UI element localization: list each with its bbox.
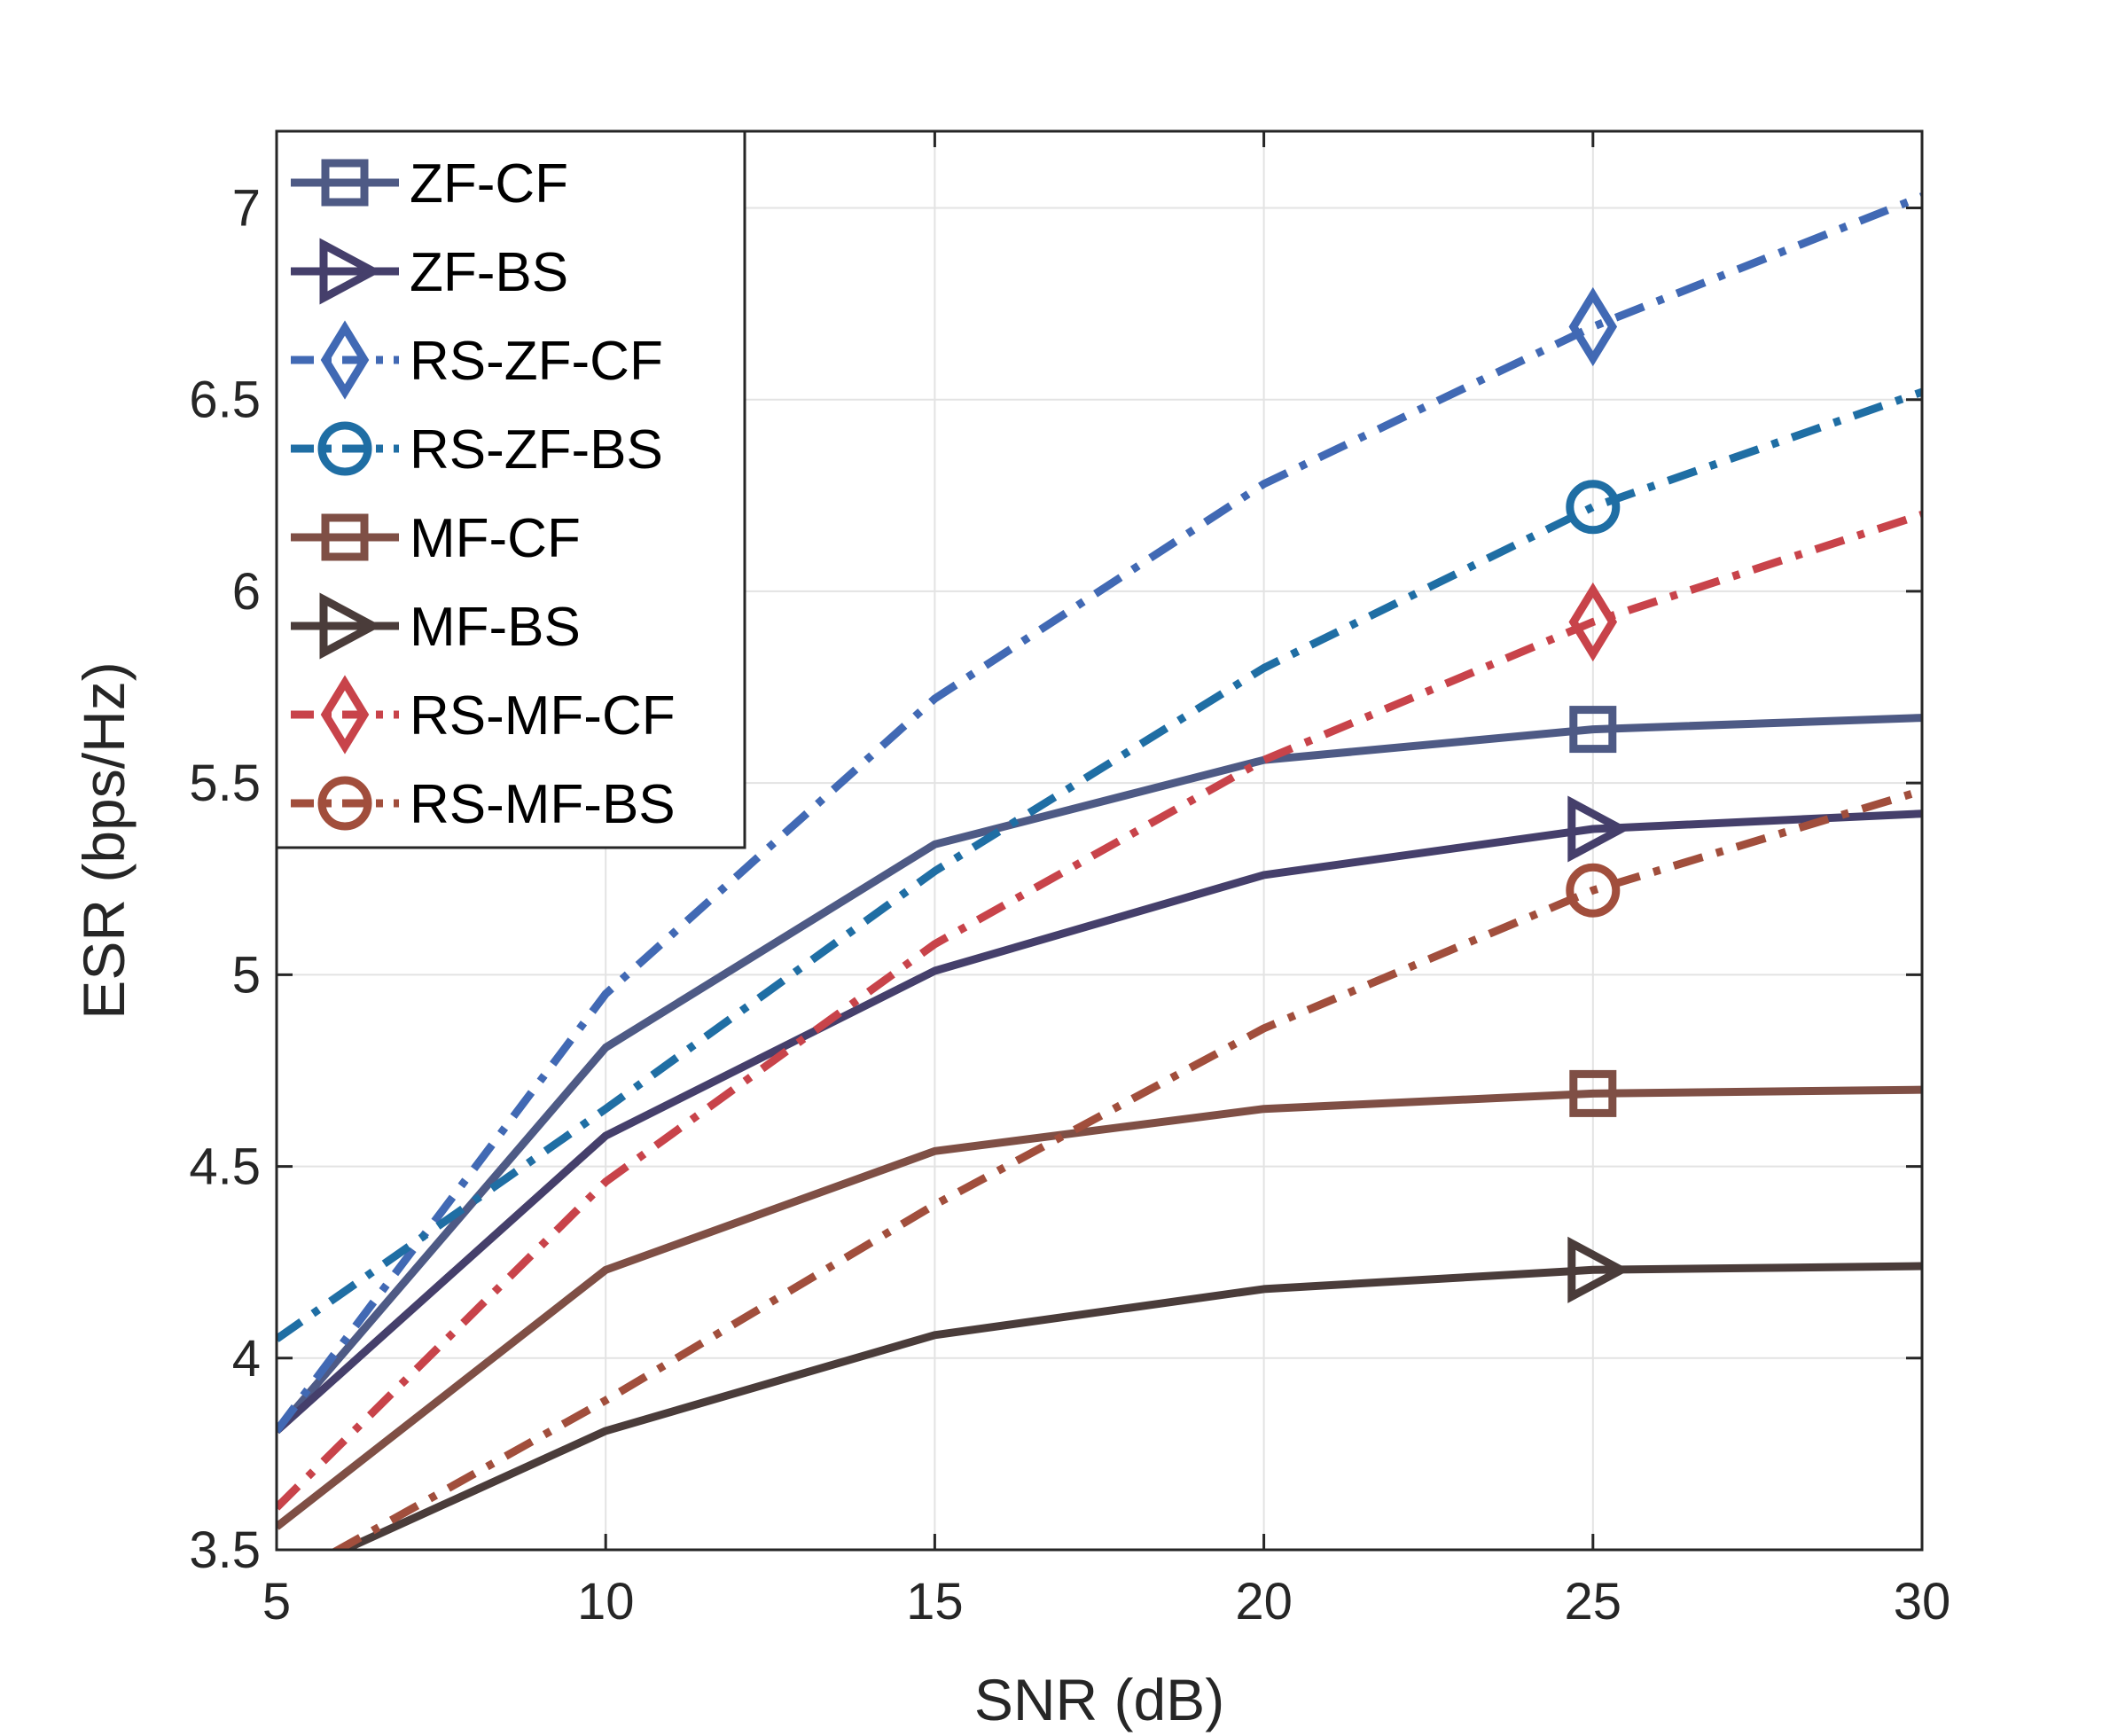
legend-item-rs-zf-cf: RS-ZF-CF: [291, 320, 663, 400]
legend-marker: [321, 159, 369, 207]
y-tick-label: 6: [232, 563, 261, 621]
series-line-rs-zf-bs: [277, 387, 1922, 1342]
legend-item-rs-mf-bs: RS-MF-BS: [291, 774, 676, 835]
legend-marker: [321, 513, 369, 561]
legend-marker: [319, 238, 382, 305]
legend-marker: [320, 675, 370, 755]
x-tick-label: 5: [262, 1573, 291, 1630]
marker-layer: [1566, 286, 1630, 1303]
series-line-rs-mf-bs: [330, 786, 1922, 1550]
legend-label: RS-ZF-BS: [410, 419, 663, 481]
legend-marker: [317, 421, 372, 476]
legend-item-rs-mf-cf: RS-MF-CF: [291, 675, 676, 755]
legend-label: RS-ZF-CF: [410, 331, 663, 392]
x-tick-label: 25: [1565, 1573, 1622, 1630]
series-marker-zf-bs: [1567, 795, 1630, 863]
legend: ZF-CF ZF-BS RS-ZF-CF RS-ZF-BS MF-CF MF-BS RS-M…: [275, 129, 746, 849]
legend-marker: [319, 592, 382, 660]
legend-label: MF-CF: [410, 508, 581, 569]
legend-label: MF-BS: [410, 597, 581, 658]
series-line-rs-zf-cf: [277, 192, 1922, 1434]
series-marker-rs-zf-bs: [1566, 480, 1621, 535]
series-line-zf-cf: [277, 714, 1922, 1434]
legend-marker: [317, 776, 372, 831]
y-tick-label: 5.5: [189, 755, 261, 812]
legend-label: ZF-CF: [410, 153, 568, 215]
series-marker-rs-zf-cf: [1568, 286, 1618, 367]
series-marker-rs-mf-cf: [1568, 582, 1618, 662]
legend-marker: [320, 320, 370, 400]
series-marker-rs-mf-bs: [1566, 863, 1621, 918]
legend-item-mf-cf: MF-CF: [291, 508, 581, 569]
axis-ticks: 5 10 15 20 25 30 3.5 4 4.5 5 5.5 6 6.5 7: [189, 131, 1950, 1630]
y-tick-label: 4: [232, 1330, 261, 1388]
series-marker-zf-cf: [1569, 706, 1617, 754]
series-line-zf-bs: [277, 809, 1922, 1435]
x-tick-label: 30: [1894, 1573, 1951, 1630]
series-marker-mf-bs: [1567, 1236, 1630, 1303]
series-line-rs-mf-cf: [277, 511, 1922, 1511]
x-axis-label: SNR (dB): [974, 1667, 1224, 1732]
series-line-mf-cf: [277, 1085, 1922, 1530]
y-tick-label: 3.5: [189, 1521, 261, 1579]
series-layer: [277, 192, 1922, 1550]
legend-item-mf-bs: MF-BS: [291, 592, 581, 660]
x-tick-label: 20: [1235, 1573, 1293, 1630]
legend-label: RS-MF-CF: [410, 685, 676, 747]
legend-item-rs-zf-bs: RS-ZF-BS: [291, 419, 663, 481]
y-tick-label: 7: [232, 179, 261, 237]
series-line-mf-bs: [334, 1262, 1922, 1550]
legend-label: RS-MF-BS: [410, 774, 676, 835]
y-axis-label: ESR (bps/Hz): [71, 661, 137, 1019]
series-marker-mf-cf: [1569, 1069, 1617, 1117]
x-tick-label: 10: [577, 1573, 635, 1630]
legend-label: ZF-BS: [410, 242, 568, 303]
legend-item-zf-cf: ZF-CF: [291, 153, 568, 215]
y-tick-label: 4.5: [189, 1138, 261, 1196]
legend-item-zf-bs: ZF-BS: [291, 238, 568, 305]
x-tick-label: 15: [906, 1573, 964, 1630]
y-tick-label: 5: [232, 946, 261, 1004]
y-tick-label: 6.5: [189, 371, 261, 429]
